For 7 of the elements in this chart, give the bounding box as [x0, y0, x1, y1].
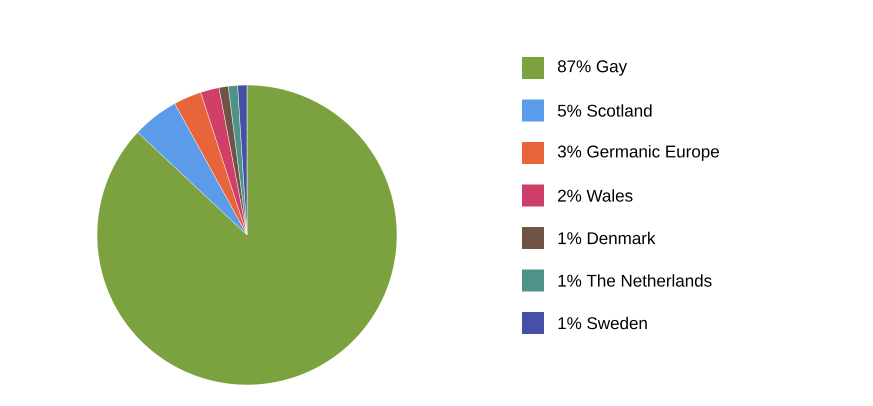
legend-label: 1% Denmark — [558, 232, 656, 244]
legend-label: 1% The Netherlands — [558, 274, 712, 287]
legend-label: 87% Gay — [558, 60, 628, 76]
legend-label: 1% Sweden — [558, 316, 647, 330]
legend-label: 5% Scotland — [558, 104, 652, 117]
legend-label: 3% Germanic Europe — [558, 145, 719, 161]
legend-label: 2% Wales — [558, 189, 632, 202]
